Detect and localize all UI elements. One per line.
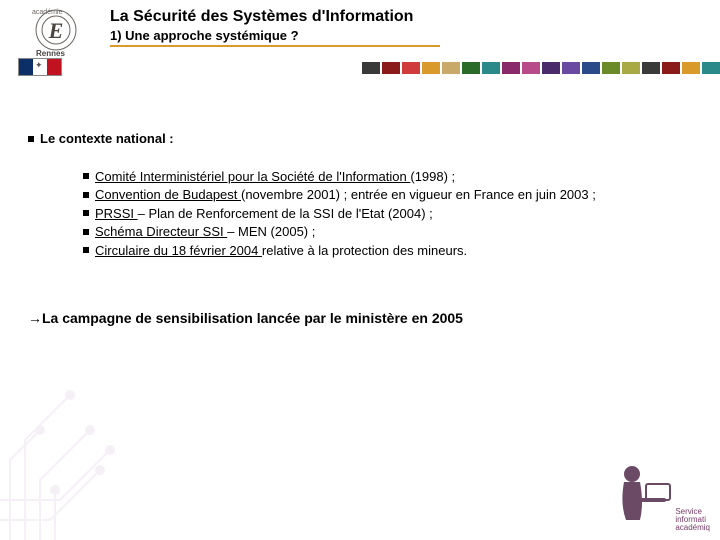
bullet-link[interactable]: Convention de Budapest: [95, 187, 241, 202]
color-swatch: [462, 62, 480, 74]
footer-service-label: Service informati académiq: [675, 508, 710, 532]
bullet-square-icon: [83, 229, 89, 235]
bullet-link[interactable]: Schéma Directeur SSI: [95, 224, 227, 239]
france-flag-icon: ✦: [18, 58, 62, 76]
bullet-link[interactable]: Comité Interministériel pour la Société …: [95, 169, 410, 184]
color-swatch: [702, 62, 720, 74]
bullet-square-icon: [83, 192, 89, 198]
academie-logo-icon: E académie Rennes: [30, 6, 82, 58]
title-block: La Sécurité des Systèmes d'Information 1…: [110, 8, 670, 47]
slide-title: La Sécurité des Systèmes d'Information: [110, 8, 670, 26]
title-underline: [110, 45, 440, 47]
color-swatch: [442, 62, 460, 74]
conclusion-text: La campagne de sensibilisation lancée pa…: [42, 310, 463, 326]
svg-text:E: E: [48, 18, 64, 43]
color-swatch: [522, 62, 540, 74]
list-item: Convention de Budapest (novembre 2001) ;…: [83, 186, 698, 204]
section-heading: Le contexte national :: [28, 130, 698, 148]
bullet-square-icon: [83, 210, 89, 216]
color-band: [360, 62, 720, 74]
logo-bottom-label: Rennes: [36, 49, 65, 58]
color-swatch: [402, 62, 420, 74]
list-item: PRSSI – Plan de Renforcement de la SSI d…: [83, 205, 698, 223]
bullet-tail: relative à la protection des mineurs.: [262, 243, 467, 258]
color-swatch: [662, 62, 680, 74]
color-swatch: [542, 62, 560, 74]
bullet-list: Comité Interministériel pour la Société …: [83, 168, 698, 260]
slide-subtitle: 1) Une approche systémique ?: [110, 28, 670, 43]
bullet-square-icon: [83, 173, 89, 179]
bullet-link[interactable]: PRSSI: [95, 206, 138, 221]
color-swatch: [622, 62, 640, 74]
content-area: Le contexte national : Comité Interminis…: [28, 130, 698, 328]
list-item: Circulaire du 18 février 2004 relative à…: [83, 242, 698, 260]
color-swatch: [362, 62, 380, 74]
list-item: Schéma Directeur SSI – MEN (2005) ;: [83, 223, 698, 241]
bullet-tail: (1998) ;: [410, 169, 455, 184]
list-item: Comité Interministériel pour la Société …: [83, 168, 698, 186]
bullet-tail: (novembre 2001) ; entrée en vigueur en F…: [241, 187, 596, 202]
color-swatch: [602, 62, 620, 74]
section-heading-text: Le contexte national :: [40, 131, 174, 146]
color-swatch: [502, 62, 520, 74]
conclusion-line: →La campagne de sensibilisation lancée p…: [28, 309, 698, 328]
bullet-tail: – MEN (2005) ;: [227, 224, 315, 239]
color-swatch: [482, 62, 500, 74]
footer-line3: académiq: [675, 524, 710, 532]
slide: E académie Rennes ✦ La Sécurité des Syst…: [0, 0, 720, 540]
arrow-icon: →: [28, 310, 42, 326]
color-swatch: [642, 62, 660, 74]
color-swatch: [562, 62, 580, 74]
logo-top-label: académie: [32, 9, 62, 16]
bullet-tail: – Plan de Renforcement de la SSI de l'Et…: [138, 206, 433, 221]
bullet-link[interactable]: Circulaire du 18 février 2004: [95, 243, 262, 258]
color-swatch: [682, 62, 700, 74]
bullet-square-icon: [28, 136, 34, 142]
color-swatch: [382, 62, 400, 74]
bullet-square-icon: [83, 247, 89, 253]
color-swatch: [582, 62, 600, 74]
color-swatch: [422, 62, 440, 74]
